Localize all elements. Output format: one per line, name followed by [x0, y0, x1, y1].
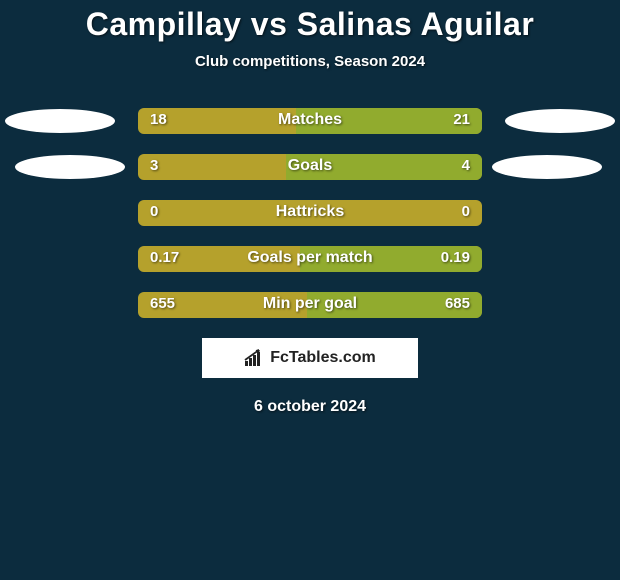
- player-marker-left: [5, 109, 115, 133]
- stat-bar: 655Min per goal685: [138, 292, 482, 318]
- stat-label: Matches: [138, 111, 482, 129]
- stat-row: 0Hattricks0: [0, 200, 620, 226]
- stat-row: 0.17Goals per match0.19: [0, 246, 620, 272]
- player-marker-right: [492, 155, 602, 179]
- brand-text: FcTables.com: [270, 349, 376, 367]
- stat-value-right: 4: [462, 157, 470, 174]
- page-subtitle: Club competitions, Season 2024: [0, 53, 620, 70]
- stat-row: 18Matches21: [0, 108, 620, 134]
- stat-bar: 0.17Goals per match0.19: [138, 246, 482, 272]
- stat-value-right: 0.19: [441, 249, 470, 266]
- stat-value-right: 685: [445, 295, 470, 312]
- stat-bar: 0Hattricks0: [138, 200, 482, 226]
- stat-rows: 18Matches21 3Goals4 0Hattricks0 0.17Goals p…: [0, 108, 620, 318]
- date-label: 6 october 2024: [0, 398, 620, 416]
- stat-value-right: 0: [462, 203, 470, 220]
- stat-row: 3Goals4: [0, 154, 620, 180]
- stat-label: Goals per match: [138, 249, 482, 267]
- stat-row: 655Min per goal685: [0, 292, 620, 318]
- stat-bar: 18Matches21: [138, 108, 482, 134]
- stat-bar: 3Goals4: [138, 154, 482, 180]
- brand-badge: FcTables.com: [202, 338, 418, 378]
- stat-value-right: 21: [453, 111, 470, 128]
- stat-label: Goals: [138, 157, 482, 175]
- page-title: Campillay vs Salinas Aguilar: [0, 6, 620, 43]
- player-marker-right: [505, 109, 615, 133]
- bars-growth-icon: [244, 348, 264, 368]
- stat-label: Min per goal: [138, 295, 482, 313]
- infographic-root: Campillay vs Salinas Aguilar Club compet…: [0, 0, 620, 580]
- player-marker-left: [15, 155, 125, 179]
- stat-label: Hattricks: [138, 203, 482, 221]
